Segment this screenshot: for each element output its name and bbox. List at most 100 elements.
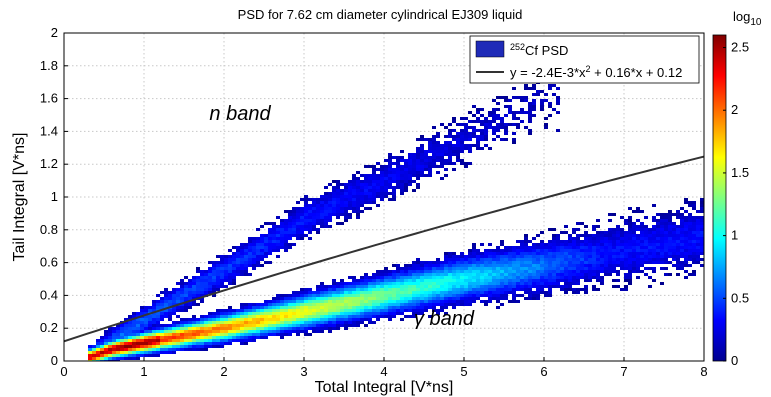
heatmap-cell xyxy=(356,204,360,207)
heatmap-cell xyxy=(252,330,256,333)
heatmap-cell xyxy=(432,270,436,273)
heatmap-cell xyxy=(424,276,428,279)
heatmap-cell xyxy=(652,219,656,222)
heatmap-cell xyxy=(428,165,432,168)
heatmap-cell xyxy=(512,255,516,258)
heatmap-cell xyxy=(396,297,400,300)
heatmap-cell xyxy=(476,261,480,264)
heatmap-cell xyxy=(652,240,656,243)
heatmap-cell xyxy=(316,222,320,225)
heatmap-cell xyxy=(692,237,696,240)
heatmap-cell xyxy=(404,285,408,288)
heatmap-cell xyxy=(216,312,220,315)
heatmap-cell xyxy=(660,237,664,240)
heatmap-cell xyxy=(688,225,692,228)
heatmap-cell xyxy=(104,351,108,354)
heatmap-cell xyxy=(608,228,612,231)
heatmap-cell xyxy=(300,216,304,219)
heatmap-cell xyxy=(252,333,256,336)
heatmap-cell xyxy=(584,276,588,279)
heatmap-cell xyxy=(224,270,228,273)
heatmap-cell xyxy=(464,279,468,282)
heatmap-cell xyxy=(516,96,520,99)
heatmap-cell xyxy=(592,261,596,264)
heatmap-cell xyxy=(572,291,576,294)
heatmap-cell xyxy=(568,237,572,240)
heatmap-cell xyxy=(552,282,556,285)
heatmap-cell xyxy=(640,237,644,240)
heatmap-cell xyxy=(356,306,360,309)
heatmap-cell xyxy=(604,243,608,246)
heatmap-cell xyxy=(592,255,596,258)
heatmap-cell xyxy=(308,291,312,294)
heatmap-cell xyxy=(168,348,172,351)
heatmap-cell xyxy=(364,318,368,321)
heatmap-cell xyxy=(684,234,688,237)
heatmap-cell xyxy=(420,285,424,288)
heatmap-cell xyxy=(320,294,324,297)
heatmap-cell xyxy=(292,291,296,294)
heatmap-cell xyxy=(132,327,136,330)
heatmap-cell xyxy=(248,339,252,342)
heatmap-cell xyxy=(184,297,188,300)
heatmap-cell xyxy=(672,237,676,240)
heatmap-cell xyxy=(296,333,300,336)
heatmap-cell xyxy=(224,261,228,264)
heatmap-cell xyxy=(308,312,312,315)
heatmap-cell xyxy=(168,336,172,339)
heatmap-cell xyxy=(520,279,524,282)
heatmap-cell xyxy=(628,279,632,282)
heatmap-cell xyxy=(432,273,436,276)
heatmap-cell xyxy=(164,297,168,300)
heatmap-cell xyxy=(116,357,120,360)
heatmap-cell xyxy=(540,243,544,246)
heatmap-cell xyxy=(408,309,412,312)
heatmap-cell xyxy=(236,273,240,276)
heatmap-cell xyxy=(220,264,224,267)
heatmap-cell xyxy=(572,273,576,276)
heatmap-cell xyxy=(324,210,328,213)
heatmap-cell xyxy=(372,297,376,300)
heatmap-cell xyxy=(340,201,344,204)
heatmap-cell xyxy=(480,138,484,141)
heatmap-cell xyxy=(204,333,208,336)
heatmap-cell xyxy=(148,342,152,345)
heatmap-cell xyxy=(268,234,272,237)
heatmap-cell xyxy=(368,192,372,195)
heatmap-cell xyxy=(556,237,560,240)
heatmap-cell xyxy=(476,255,480,258)
heatmap-cell xyxy=(212,315,216,318)
heatmap-cell xyxy=(228,255,232,258)
heatmap-cell xyxy=(440,123,444,126)
heatmap-cell xyxy=(100,345,104,348)
heatmap-cell xyxy=(216,345,220,348)
heatmap-cell xyxy=(512,285,516,288)
heatmap-cell xyxy=(348,192,352,195)
heatmap-cell xyxy=(624,279,628,282)
heatmap-cell xyxy=(408,153,412,156)
heatmap-cell xyxy=(448,129,452,132)
heatmap-cell xyxy=(140,336,144,339)
heatmap-cell xyxy=(448,291,452,294)
heatmap-cell xyxy=(376,168,380,171)
heatmap-cell xyxy=(172,291,176,294)
heatmap-cell xyxy=(332,312,336,315)
heatmap-cell xyxy=(248,330,252,333)
heatmap-cell xyxy=(584,255,588,258)
heatmap-cell xyxy=(204,276,208,279)
heatmap-cell xyxy=(384,312,388,315)
heatmap-cell xyxy=(544,249,548,252)
heatmap-cell xyxy=(328,207,332,210)
heatmap-cell xyxy=(512,294,516,297)
heatmap-cell xyxy=(484,117,488,120)
heatmap-cell xyxy=(312,330,316,333)
heatmap-cell xyxy=(380,288,384,291)
heatmap-cell xyxy=(316,330,320,333)
heatmap-cell xyxy=(692,219,696,222)
heatmap-cell xyxy=(236,321,240,324)
heatmap-cell xyxy=(412,159,416,162)
heatmap-cell xyxy=(616,261,620,264)
heatmap-cell xyxy=(216,276,220,279)
heatmap-cell xyxy=(332,192,336,195)
heatmap-cell xyxy=(700,225,704,228)
